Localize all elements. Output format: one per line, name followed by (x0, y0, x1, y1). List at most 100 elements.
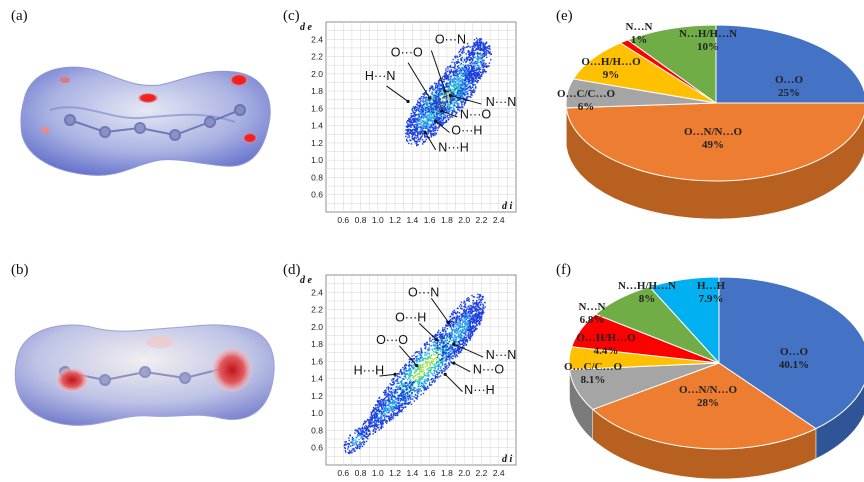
pie-slice-value: 9% (603, 69, 620, 81)
x-tick-label: 2.0 (458, 468, 470, 478)
surface-body-a (20, 66, 271, 176)
y-tick-label: 1.8 (311, 86, 323, 96)
pie-slice-value: 7.9% (699, 293, 724, 305)
contact-annotation: N···H (438, 141, 469, 155)
annotation-arrow (450, 94, 482, 105)
x-tick-label: 1.0 (372, 468, 384, 478)
y-axis-label: d e (300, 275, 313, 286)
pie-slice-label: O…N/N…O (679, 384, 738, 396)
pie-slice-label: N…H/H…N (679, 28, 737, 40)
y-tick-label: 1.6 (311, 356, 323, 366)
fingerprint-plot-d: 0.6 0.8 1.0 1.2 1.4 1.6 1.8 2.0 2.2 2.4 0.6 0.8 1.0 1… (300, 274, 517, 478)
pie-slice-label: N…N (626, 21, 653, 33)
x-tick-label: 2.2 (476, 468, 488, 478)
x-tick-label: 0.6 (337, 215, 349, 225)
contact-spot-b1 (56, 368, 88, 392)
y-axis-label: d e (300, 22, 313, 33)
y-tick-label: 1.8 (311, 339, 323, 349)
pie-slice-label: O…H/H…O (576, 332, 636, 344)
contact-annotation: O···H (395, 311, 426, 325)
pie-slice (626, 24, 717, 104)
pie-slice-label: O…C/C…O (557, 88, 616, 100)
annotation-arrow (444, 373, 463, 392)
panel-label-d: (d) (283, 262, 301, 278)
pie-slice (565, 102, 864, 182)
panel-label-a: (a) (11, 8, 28, 24)
pie-slice-label: N…H/H…N (618, 280, 676, 292)
contact-annotation: O···N (435, 33, 466, 47)
x-tick-label: 1.8 (441, 215, 453, 225)
x-axis-label: d i (502, 454, 513, 465)
contact-spot-b3 (146, 336, 174, 348)
annotation-arrow (453, 362, 471, 373)
pie-slice-value: 10% (697, 41, 719, 53)
x-tick-label: 0.8 (355, 215, 367, 225)
pie-slice-label: O…O (775, 74, 804, 86)
contact-annotation: O···O (391, 46, 423, 60)
y-tick-label: 0.6 (311, 443, 323, 453)
annotation-arrow (430, 50, 446, 92)
y-tick-label: 1.2 (311, 391, 323, 401)
contact-annotation: N···H (464, 383, 495, 397)
x-tick-label: 1.2 (389, 468, 401, 478)
panel-label-f: (f) (556, 262, 571, 278)
hirshfeld-surface-b (14, 324, 275, 426)
pie-slice (591, 362, 817, 450)
panel-label-b: (b) (11, 262, 29, 278)
contact-spot-a1 (138, 93, 158, 103)
pie-slices (568, 276, 864, 450)
contact-spot-a5 (41, 127, 49, 133)
x-tick-label: 1.4 (406, 215, 418, 225)
pie-slices (565, 24, 864, 182)
pie-slice-label: N…N (579, 301, 606, 313)
fingerprint-points (404, 37, 492, 147)
x-tick-label: 0.8 (355, 468, 367, 478)
annotation-arrow (435, 120, 450, 133)
pie-slice-value: 6% (578, 101, 595, 113)
y-tick-label: 2.2 (311, 52, 323, 62)
pie-slice (572, 42, 717, 104)
annotation-arrow (407, 62, 431, 99)
y-tick-label: 1.2 (311, 138, 323, 148)
y-tick-label: 2.2 (311, 305, 323, 315)
pie-slice-value: 8% (639, 293, 656, 305)
pie-slice-value: 6.8% (580, 314, 605, 326)
annotation-arrow (418, 323, 437, 341)
pie-slice-label: H…H (697, 280, 726, 292)
pie-slice-value: 28% (697, 397, 719, 409)
contact-annotation: H···N (365, 69, 396, 83)
x-tick-label: 1.4 (406, 468, 418, 478)
x-tick-label: 1.2 (389, 215, 401, 225)
contact-spot-a2 (230, 74, 248, 86)
contact-annotation: N···O (460, 108, 492, 122)
pie-slice (718, 276, 864, 430)
molecule-skeleton-a (64, 104, 246, 141)
pie-chart-f: O…O40.1% O…N/N…O28% O…C/C…O8.1% O…H/H…O4.4%… (564, 276, 864, 480)
annotation-arrow (424, 132, 437, 151)
hirshfeld-surface-a (20, 66, 271, 176)
contact-annotation: O···H (451, 123, 482, 137)
contact-spot-a3 (243, 133, 257, 143)
contact-annotation: N···O (473, 362, 505, 376)
y-tick-label: 2.0 (311, 322, 323, 332)
contact-annotation: O···N (408, 286, 439, 300)
y-tick-label: 1.0 (311, 155, 323, 165)
y-tick-label: 2.4 (311, 287, 323, 297)
x-tick-label: 1.0 (372, 215, 384, 225)
x-tick-label: 2.2 (476, 215, 488, 225)
pie-slice-label: O…N/N…O (684, 126, 743, 138)
panel-label-e: (e) (556, 8, 573, 24)
pie-slice-label: O…O (780, 346, 809, 358)
x-tick-label: 2.4 (493, 215, 505, 225)
annotation-arrow (386, 85, 409, 102)
pie-slice-label: O…C/C…O (564, 361, 623, 373)
annotation-arrow (430, 298, 450, 323)
fingerprint-plot-c: 0.6 0.8 1.0 1.2 1.4 1.6 1.8 2.0 2.2 2.4 0.6 0.8 1.0 1… (300, 21, 517, 225)
contact-spot-a4 (60, 77, 70, 83)
annotation-arrow (453, 343, 484, 358)
pie-slice (648, 276, 720, 365)
contact-annotation: H···H (354, 363, 385, 377)
pie-chart-e: O…O25% O…N/N…O49% O…C/C…O6% O…H/H…O9% N…N1% N… (557, 21, 864, 220)
annotation-arrow (379, 373, 396, 377)
pie-slice-value: 8.1% (581, 374, 606, 386)
